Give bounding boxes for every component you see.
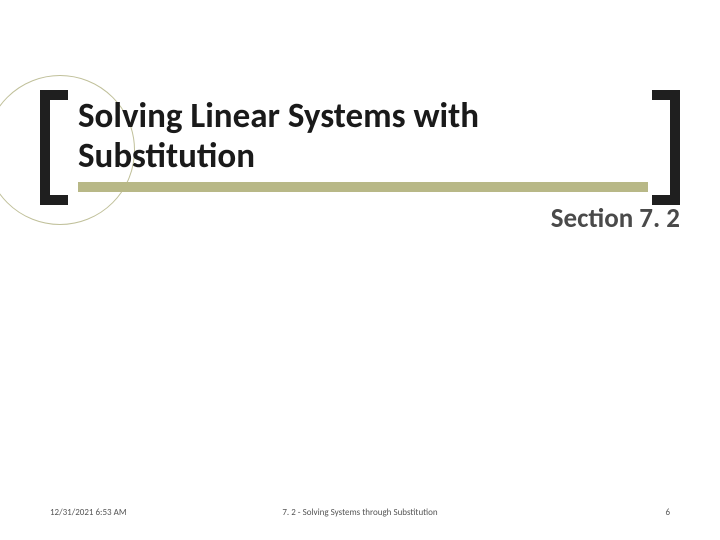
right-bracket-icon xyxy=(652,90,680,205)
footer-center: 7. 2 - Solving Systems through Substitut… xyxy=(0,507,720,518)
slide-subtitle: Section 7. 2 xyxy=(551,202,680,235)
left-bracket-icon xyxy=(40,90,68,205)
slide-title: Solving Linear Systems with Substitution xyxy=(78,96,638,177)
title-bar: Solving Linear Systems with Substitution xyxy=(40,90,680,205)
footer-page-number: 6 xyxy=(665,507,670,518)
title-underline xyxy=(78,182,648,192)
